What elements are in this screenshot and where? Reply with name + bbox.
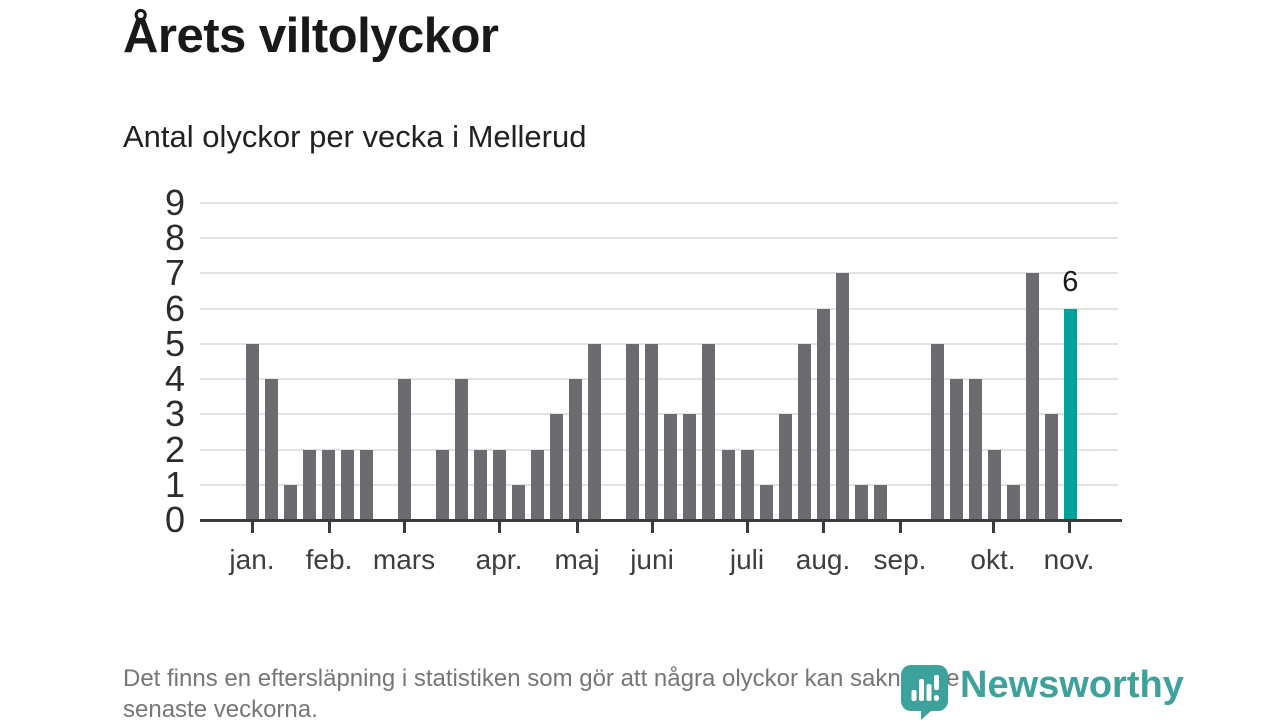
highlight-bar-week-44 <box>1063 308 1077 520</box>
bar-week-21 <box>626 343 640 520</box>
newsworthy-chart-bubble-icon <box>901 665 948 720</box>
gridline-y9 <box>200 202 1118 204</box>
bar-week-19 <box>588 343 602 520</box>
bar-week-11 <box>436 449 450 520</box>
bar-week-25 <box>702 343 716 520</box>
bar-week-12 <box>455 379 469 520</box>
bar-week-14 <box>493 449 507 520</box>
y-axis-tick-label: 2 <box>164 428 185 470</box>
bar-week-32 <box>835 273 849 520</box>
x-axis-month-label: juli <box>729 544 765 575</box>
bar-week-3 <box>284 484 298 520</box>
x-axis-tick <box>250 522 254 533</box>
y-axis-tick-label: 7 <box>164 252 185 294</box>
bar-week-2 <box>265 379 279 520</box>
bar-week-38 <box>949 379 963 520</box>
x-axis-month-label: mars <box>372 544 436 575</box>
bar-week-9 <box>398 379 412 520</box>
x-axis: jan. feb. mars apr. maj juni juli aug. sep. okt. n… <box>200 520 1122 580</box>
bar-week-16 <box>531 449 545 520</box>
y-axis-tick-label: 3 <box>164 393 185 435</box>
bar-week-30 <box>797 343 811 520</box>
y-axis-tick-label: 0 <box>164 499 185 540</box>
x-axis-tick <box>650 522 654 533</box>
bar-week-29 <box>778 414 792 520</box>
gridline-y6 <box>200 307 1118 310</box>
bar-week-1 <box>246 343 259 520</box>
bar-week-23 <box>664 414 678 520</box>
bar-week-26 <box>721 449 735 520</box>
bar-week-34 <box>873 484 887 520</box>
x-axis-month-label: nov. <box>1043 544 1095 575</box>
x-axis-tick <box>745 522 749 533</box>
footnote-line: Det finns en eftersläpning i statistiken… <box>123 665 960 692</box>
bar-week-18 <box>569 379 583 520</box>
newsworthy-logo: Newsworthy <box>901 665 1184 720</box>
x-axis-month-label: feb. <box>305 544 353 575</box>
x-axis-tick <box>575 522 579 533</box>
bar-week-42 <box>1025 273 1039 520</box>
value-annotation: 6 <box>1062 265 1079 298</box>
bar-week-13 <box>474 449 488 520</box>
newsworthy-wordmark: Newsworthy <box>960 664 1184 706</box>
bar-week-6 <box>341 449 355 520</box>
bar-week-39 <box>968 379 982 520</box>
gridline-y1 <box>200 483 1118 486</box>
bar-week-5 <box>322 449 336 520</box>
x-axis-line <box>200 519 1122 522</box>
bar-week-24 <box>683 414 697 520</box>
y-axis-tick-label: 6 <box>164 287 185 329</box>
x-axis-tick <box>1067 522 1071 533</box>
bar-week-28 <box>759 484 773 520</box>
bar-week-37 <box>930 343 944 520</box>
bar-week-7 <box>360 449 374 520</box>
x-axis-tick <box>821 522 825 533</box>
x-axis-month-label: jan. <box>229 544 275 575</box>
gridline-y5 <box>200 342 1118 345</box>
x-axis-tick <box>497 522 501 533</box>
y-axis-tick-label: 9 <box>164 182 185 223</box>
y-axis-tick-label: 1 <box>164 463 185 505</box>
bar-week-22 <box>645 343 659 520</box>
x-axis-tick <box>991 522 995 533</box>
bar-week-17 <box>550 414 564 520</box>
x-axis-month-label: sep. <box>873 544 927 575</box>
x-axis-month-label: okt. <box>970 544 1016 575</box>
page-title: Årets viltolyckor <box>123 9 499 63</box>
x-axis-tick <box>898 522 902 533</box>
gridline-y4 <box>200 378 1118 381</box>
gridline-y2 <box>200 448 1118 451</box>
footnote: Det finns en eftersläpning i statistiken… <box>123 663 1163 725</box>
footnote-line: senaste veckorna. <box>123 696 318 723</box>
x-axis-month-label: juni <box>630 544 674 575</box>
bar-week-15 <box>512 484 526 520</box>
x-axis-tick <box>402 522 406 533</box>
bar-week-33 <box>854 484 868 520</box>
bar-week-4 <box>303 449 317 520</box>
bar-week-43 <box>1044 414 1058 520</box>
gridline-y8 <box>200 237 1118 240</box>
x-axis-month-label: aug. <box>795 544 851 575</box>
y-axis-tick-label: 8 <box>164 217 185 259</box>
bar-week-31 <box>816 308 830 520</box>
x-axis-month-label: apr. <box>475 544 523 575</box>
x-axis-tick <box>327 522 331 533</box>
gridline-y7 <box>200 272 1118 275</box>
bar-week-27 <box>740 449 754 520</box>
bar-week-40 <box>987 449 1001 520</box>
plot-area: 6 <box>200 202 1120 520</box>
y-axis-tick-label: 5 <box>164 322 185 364</box>
bar-week-41 <box>1006 484 1020 520</box>
gridline-y3 <box>200 413 1118 416</box>
chart-subtitle: Antal olyckor per vecka i Mellerud <box>123 119 587 154</box>
y-axis-tick-label: 4 <box>164 358 185 400</box>
x-axis-month-label: maj <box>554 544 600 575</box>
